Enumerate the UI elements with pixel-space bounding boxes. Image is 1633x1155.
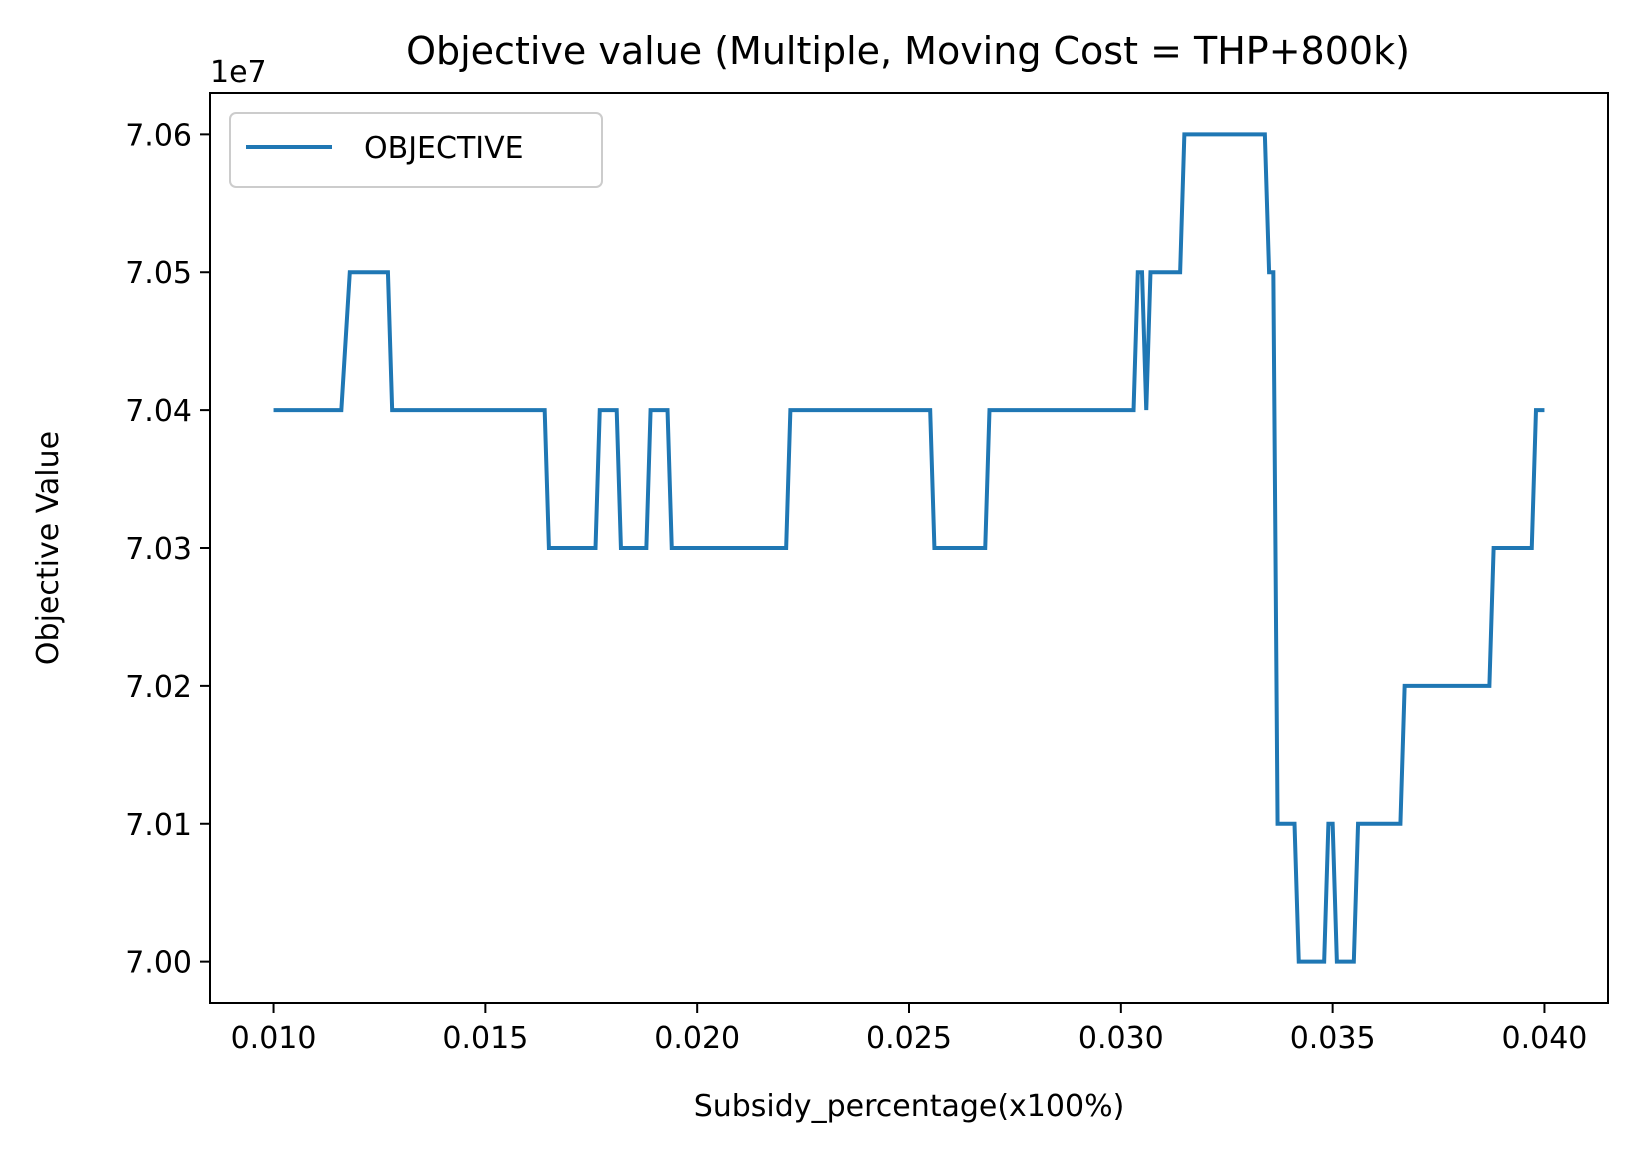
- y-tick-label: 7.01: [125, 808, 192, 843]
- plot-frame: [209, 92, 1609, 1004]
- x-axis-label: Subsidy_percentage(x100%): [694, 1089, 1125, 1124]
- x-tick-label: 0.025: [866, 1021, 952, 1056]
- y-tick-label: 7.04: [125, 394, 192, 429]
- legend-label-objective: OBJECTIVE: [364, 131, 524, 166]
- y-tick-label: 7.00: [125, 946, 192, 981]
- ticks-layer: 0.010 0.015 0.020 0.025 0.030 0.035 0.040 7.00 7…: [125, 118, 1587, 1056]
- x-tick-label: 0.035: [1290, 1021, 1376, 1056]
- y-tick-label: 7.03: [125, 532, 192, 567]
- x-tick-label: 0.030: [1078, 1021, 1164, 1056]
- y-axis-offset-label: 1e7: [210, 55, 267, 90]
- chart-title: Objective value (Multiple, Moving Cost =…: [406, 29, 1410, 73]
- x-tick-label: 0.040: [1502, 1021, 1588, 1056]
- y-tick-label: 7.02: [125, 670, 192, 705]
- x-tick-label: 0.015: [442, 1021, 528, 1056]
- legend: OBJECTIVE: [229, 112, 603, 188]
- series-line-objective: [273, 132, 1545, 964]
- x-tick-label: 0.020: [654, 1021, 740, 1056]
- y-tick-label: 7.05: [125, 256, 192, 291]
- series-layer: [273, 132, 1545, 964]
- y-tick-label: 7.06: [125, 118, 192, 153]
- y-axis-label: Objective Value: [31, 431, 66, 665]
- legend-box: [229, 112, 603, 188]
- x-tick-label: 0.010: [231, 1021, 317, 1056]
